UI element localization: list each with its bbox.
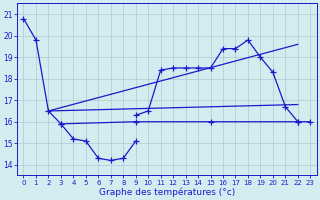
X-axis label: Graphe des températures (°c): Graphe des températures (°c)	[99, 187, 235, 197]
